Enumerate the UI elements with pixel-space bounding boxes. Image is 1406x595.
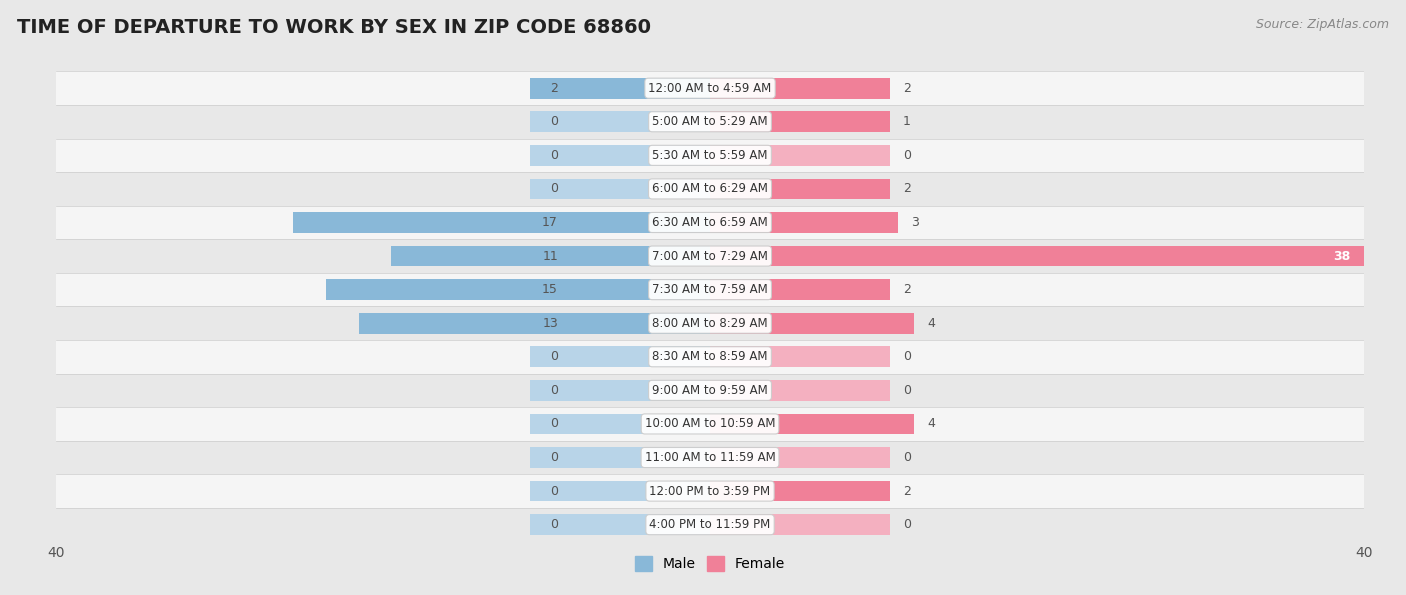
Bar — [56, 139, 1364, 172]
Bar — [56, 239, 1364, 273]
Text: 0: 0 — [550, 149, 558, 162]
Text: 0: 0 — [903, 149, 911, 162]
Bar — [56, 441, 1364, 474]
Text: 10:00 AM to 10:59 AM: 10:00 AM to 10:59 AM — [645, 418, 775, 430]
Legend: Male, Female: Male, Female — [630, 551, 790, 577]
Bar — [710, 313, 914, 334]
Text: 0: 0 — [550, 384, 558, 397]
Text: 0: 0 — [903, 451, 911, 464]
Text: 8:00 AM to 8:29 AM: 8:00 AM to 8:29 AM — [652, 317, 768, 330]
Bar — [710, 346, 890, 367]
Bar — [530, 380, 710, 401]
Bar — [56, 474, 1364, 508]
Bar — [530, 145, 710, 166]
Text: 0: 0 — [550, 451, 558, 464]
Text: 0: 0 — [903, 518, 911, 531]
Bar — [56, 306, 1364, 340]
Bar — [710, 414, 914, 434]
Bar — [56, 172, 1364, 206]
Bar — [710, 447, 890, 468]
Bar — [56, 105, 1364, 139]
Text: 7:00 AM to 7:29 AM: 7:00 AM to 7:29 AM — [652, 249, 768, 262]
Text: 2: 2 — [550, 82, 558, 95]
Text: Source: ZipAtlas.com: Source: ZipAtlas.com — [1256, 18, 1389, 31]
Bar — [530, 178, 710, 199]
Bar — [530, 447, 710, 468]
Bar — [710, 111, 890, 132]
Bar — [710, 514, 890, 535]
Bar — [56, 206, 1364, 239]
Bar — [530, 481, 710, 502]
Bar — [710, 145, 890, 166]
Text: 0: 0 — [903, 350, 911, 364]
Bar — [294, 212, 710, 233]
Text: 2: 2 — [903, 183, 911, 195]
Bar — [56, 374, 1364, 407]
Text: 15: 15 — [543, 283, 558, 296]
Text: 5:30 AM to 5:59 AM: 5:30 AM to 5:59 AM — [652, 149, 768, 162]
Bar — [710, 78, 890, 99]
Text: 4:00 PM to 11:59 PM: 4:00 PM to 11:59 PM — [650, 518, 770, 531]
Bar — [391, 246, 710, 267]
Bar — [56, 71, 1364, 105]
Text: 13: 13 — [543, 317, 558, 330]
Text: 2: 2 — [903, 484, 911, 497]
Text: 2: 2 — [903, 82, 911, 95]
Bar — [56, 340, 1364, 374]
Text: 38: 38 — [1333, 249, 1351, 262]
Text: 7:30 AM to 7:59 AM: 7:30 AM to 7:59 AM — [652, 283, 768, 296]
Text: 3: 3 — [911, 216, 920, 229]
Text: 6:00 AM to 6:29 AM: 6:00 AM to 6:29 AM — [652, 183, 768, 195]
Text: 9:00 AM to 9:59 AM: 9:00 AM to 9:59 AM — [652, 384, 768, 397]
Text: 12:00 AM to 4:59 AM: 12:00 AM to 4:59 AM — [648, 82, 772, 95]
Text: 2: 2 — [903, 283, 911, 296]
Bar — [530, 78, 710, 99]
Text: 0: 0 — [550, 350, 558, 364]
Text: 11: 11 — [543, 249, 558, 262]
Text: 8:30 AM to 8:59 AM: 8:30 AM to 8:59 AM — [652, 350, 768, 364]
Bar — [710, 481, 890, 502]
Text: 1: 1 — [903, 115, 911, 129]
Bar — [710, 380, 890, 401]
Text: 4: 4 — [928, 418, 935, 430]
Bar — [710, 212, 898, 233]
Bar — [530, 514, 710, 535]
Text: TIME OF DEPARTURE TO WORK BY SEX IN ZIP CODE 68860: TIME OF DEPARTURE TO WORK BY SEX IN ZIP … — [17, 18, 651, 37]
Text: 5:00 AM to 5:29 AM: 5:00 AM to 5:29 AM — [652, 115, 768, 129]
Bar — [359, 313, 710, 334]
Bar — [326, 279, 710, 300]
Bar — [710, 279, 890, 300]
Bar — [56, 407, 1364, 441]
Text: 0: 0 — [550, 484, 558, 497]
Text: 0: 0 — [550, 518, 558, 531]
Text: 11:00 AM to 11:59 AM: 11:00 AM to 11:59 AM — [645, 451, 775, 464]
Bar — [530, 111, 710, 132]
Bar — [56, 508, 1364, 541]
Bar — [530, 346, 710, 367]
Text: 6:30 AM to 6:59 AM: 6:30 AM to 6:59 AM — [652, 216, 768, 229]
Text: 12:00 PM to 3:59 PM: 12:00 PM to 3:59 PM — [650, 484, 770, 497]
Text: 0: 0 — [550, 183, 558, 195]
Bar — [710, 246, 1406, 267]
Bar — [56, 273, 1364, 306]
Text: 4: 4 — [928, 317, 935, 330]
Bar — [530, 414, 710, 434]
Bar — [710, 178, 890, 199]
Text: 0: 0 — [550, 115, 558, 129]
Text: 17: 17 — [543, 216, 558, 229]
Text: 0: 0 — [550, 418, 558, 430]
Text: 0: 0 — [903, 384, 911, 397]
